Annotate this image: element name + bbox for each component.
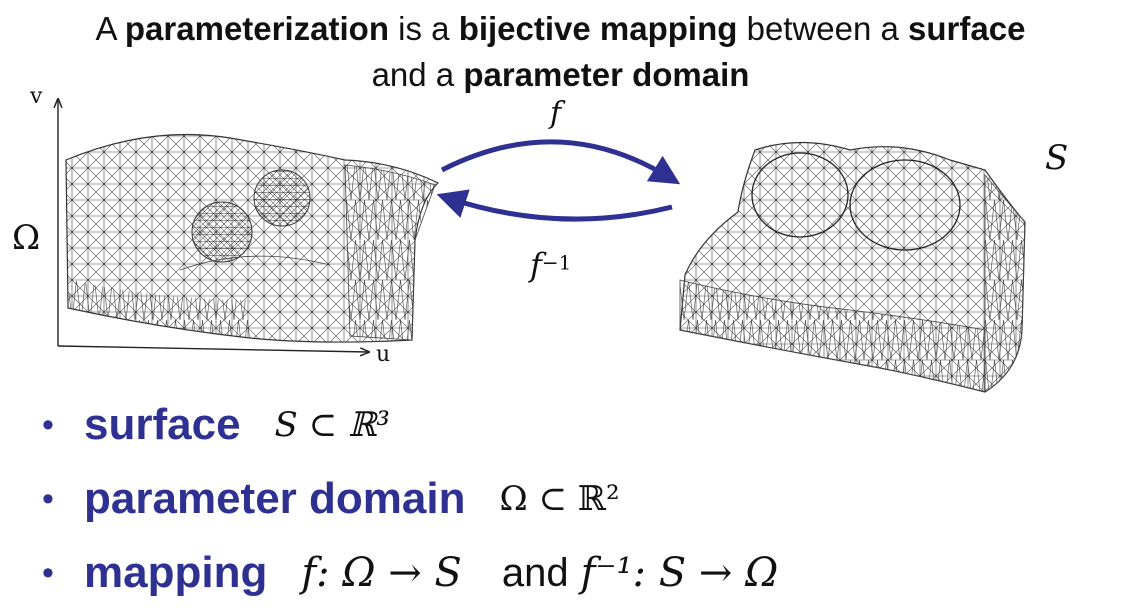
f-inverse-exponent: −1 (541, 250, 572, 275)
forward-map-arrow (440, 139, 681, 185)
bullet-expr-forward-map: f: Ω → S (301, 550, 462, 596)
bullet-mapping: • mapping f: Ω → S and f⁻¹: S → Ω (42, 536, 1102, 610)
bullet-expr-inverse-map: f⁻¹: S → Ω (580, 550, 779, 596)
slide-title: A parameterization is a bijective mappin… (0, 6, 1121, 98)
title-text: between a (737, 10, 909, 47)
title-bold-surface: surface (908, 10, 1026, 47)
f-inverse-base: f (530, 246, 542, 284)
bullet-dot: • (42, 479, 54, 518)
u-axis (57, 345, 368, 352)
bullet-expr-parameter-domain: Ω ⊂ ℝ² (499, 479, 620, 519)
title-text: A (95, 10, 125, 47)
title-text: is a (388, 10, 459, 47)
title-line-1: A parameterization is a bijective mappin… (0, 6, 1121, 52)
bullet-parameter-domain: • parameter domain Ω ⊂ ℝ² (42, 462, 1102, 536)
surface-mesh (679, 141, 1026, 393)
bullet-dot: • (42, 553, 54, 592)
bullet-and: and (501, 550, 569, 595)
domain-mesh (65, 133, 440, 343)
title-bold-bijective-mapping: bijective mapping (458, 10, 738, 47)
f-inverse-label: f−1 (530, 246, 571, 284)
bullet-list: • surface S ⊂ ℝ³ • parameter domain Ω ⊂ … (42, 388, 1102, 610)
bullet-surface: • surface S ⊂ ℝ³ (42, 388, 1102, 462)
axis-v-label: v (30, 84, 43, 109)
bullet-expr-surface: S ⊂ ℝ³ (274, 405, 390, 445)
title-bold-parameterization: parameterization (124, 10, 389, 47)
bullet-term-mapping: mapping (84, 548, 268, 597)
title-line-2: and a parameter domain (0, 52, 1121, 98)
omega-label: Ω (12, 218, 41, 258)
bullet-dot: • (42, 405, 54, 444)
title-text: and a (371, 56, 464, 93)
inverse-map-arrow (436, 189, 673, 222)
axis-u-label: u (376, 342, 391, 367)
title-bold-parameter-domain: parameter domain (463, 56, 750, 93)
bullet-term-surface: surface (84, 400, 241, 449)
f-label: f (550, 96, 562, 131)
surface-s-label: S (1045, 138, 1069, 178)
parameterization-diagram (0, 0, 1026, 393)
bullet-term-parameter-domain: parameter domain (84, 474, 466, 523)
